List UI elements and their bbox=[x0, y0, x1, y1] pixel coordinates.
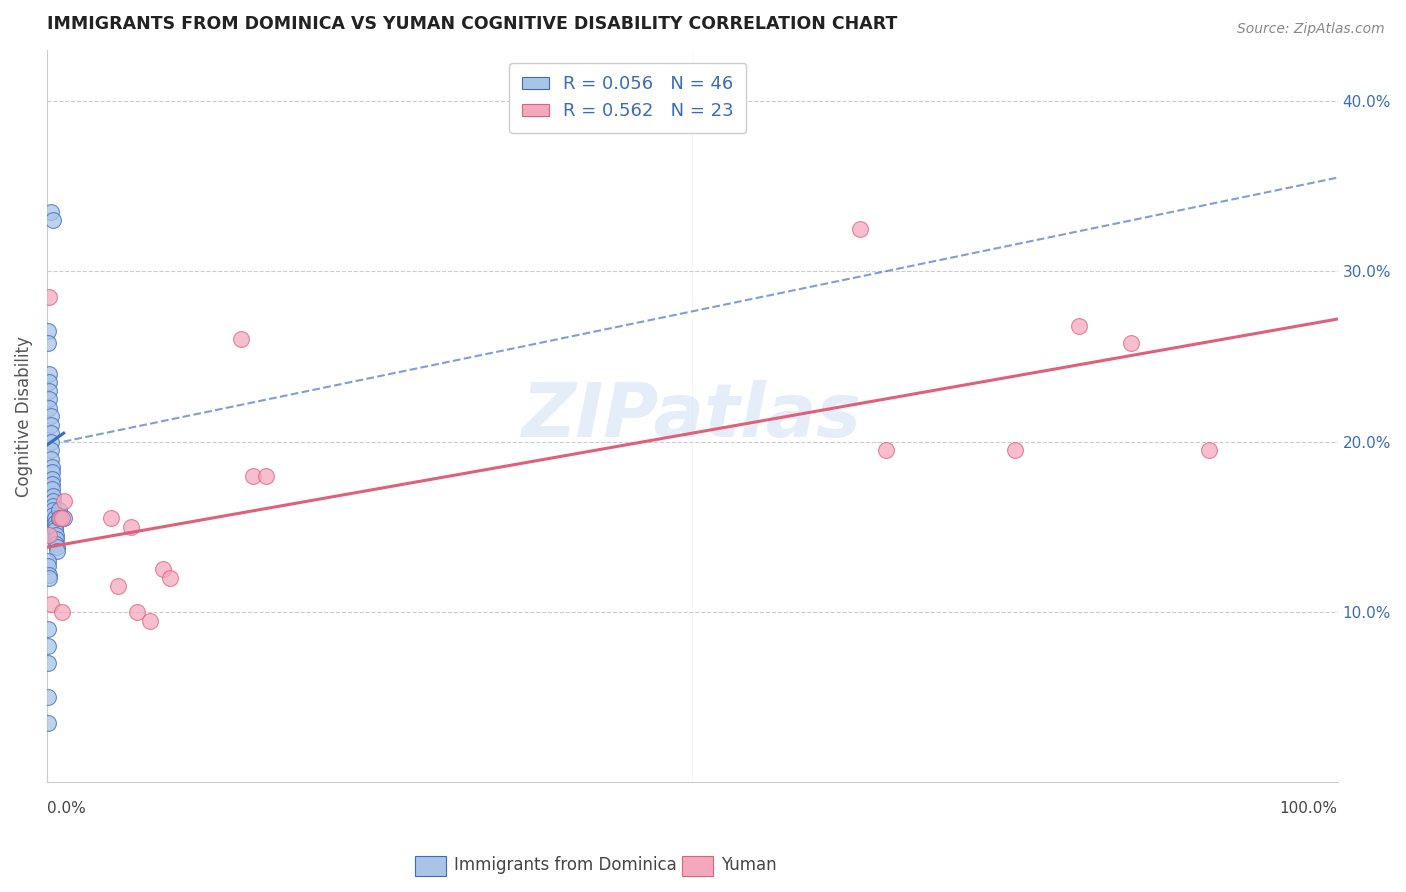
Text: 0.0%: 0.0% bbox=[46, 801, 86, 815]
Point bbox=[120, 520, 142, 534]
Point bbox=[875, 443, 897, 458]
Point bbox=[107, 579, 129, 593]
Point bbox=[39, 443, 62, 458]
Point bbox=[37, 324, 59, 338]
Text: Source: ZipAtlas.com: Source: ZipAtlas.com bbox=[1237, 22, 1385, 37]
Point bbox=[46, 541, 69, 555]
Point bbox=[39, 426, 62, 441]
Point bbox=[37, 554, 59, 568]
Legend: R = 0.056   N = 46, R = 0.562   N = 23: R = 0.056 N = 46, R = 0.562 N = 23 bbox=[509, 62, 747, 133]
Point bbox=[41, 466, 63, 480]
Point bbox=[52, 494, 75, 508]
Point bbox=[1069, 318, 1091, 333]
Point bbox=[38, 367, 60, 381]
Point bbox=[51, 605, 73, 619]
Point bbox=[37, 656, 59, 670]
Point bbox=[39, 417, 62, 432]
Text: 100.0%: 100.0% bbox=[1279, 801, 1337, 815]
Point bbox=[242, 468, 264, 483]
Point bbox=[229, 333, 252, 347]
Point bbox=[39, 451, 62, 466]
Point bbox=[37, 715, 59, 730]
Point bbox=[37, 335, 59, 350]
Text: Yuman: Yuman bbox=[721, 856, 778, 874]
Point bbox=[39, 597, 62, 611]
Text: Immigrants from Dominica: Immigrants from Dominica bbox=[454, 856, 676, 874]
Point bbox=[48, 511, 70, 525]
Point bbox=[42, 500, 65, 514]
Point bbox=[1119, 335, 1142, 350]
Point bbox=[39, 434, 62, 449]
Text: IMMIGRANTS FROM DOMINICA VS YUMAN COGNITIVE DISABILITY CORRELATION CHART: IMMIGRANTS FROM DOMINICA VS YUMAN COGNIT… bbox=[46, 15, 897, 33]
Point bbox=[152, 562, 174, 576]
Point bbox=[42, 503, 65, 517]
Point bbox=[38, 392, 60, 406]
Point bbox=[48, 503, 70, 517]
Point bbox=[37, 690, 59, 705]
Point bbox=[41, 477, 63, 491]
Point bbox=[44, 516, 66, 531]
Point bbox=[100, 511, 122, 525]
Point bbox=[45, 532, 67, 546]
Point bbox=[139, 614, 162, 628]
Point bbox=[37, 559, 59, 574]
Point bbox=[41, 472, 63, 486]
Point bbox=[38, 571, 60, 585]
Point bbox=[37, 622, 59, 636]
Point bbox=[45, 528, 67, 542]
Point bbox=[39, 204, 62, 219]
Point bbox=[42, 508, 65, 522]
Point bbox=[41, 460, 63, 475]
Point bbox=[49, 511, 72, 525]
Y-axis label: Cognitive Disability: Cognitive Disability bbox=[15, 335, 32, 497]
Point bbox=[52, 511, 75, 525]
Point bbox=[38, 375, 60, 389]
Point bbox=[46, 543, 69, 558]
Point bbox=[849, 221, 872, 235]
Point bbox=[51, 511, 73, 525]
Point bbox=[38, 401, 60, 415]
Point bbox=[44, 511, 66, 525]
Point bbox=[41, 483, 63, 497]
Point bbox=[45, 537, 67, 551]
Text: ZIPatlas: ZIPatlas bbox=[522, 380, 862, 452]
Point bbox=[1198, 443, 1220, 458]
Point bbox=[38, 567, 60, 582]
Point bbox=[42, 489, 65, 503]
Point bbox=[1004, 443, 1026, 458]
Point bbox=[44, 520, 66, 534]
Point bbox=[42, 494, 65, 508]
Point bbox=[38, 384, 60, 398]
Point bbox=[37, 639, 59, 653]
Point bbox=[38, 290, 60, 304]
Point bbox=[254, 468, 277, 483]
Point bbox=[42, 213, 65, 227]
Point bbox=[38, 528, 60, 542]
Point bbox=[159, 571, 181, 585]
Point bbox=[127, 605, 149, 619]
Point bbox=[39, 409, 62, 423]
Point bbox=[44, 523, 66, 537]
